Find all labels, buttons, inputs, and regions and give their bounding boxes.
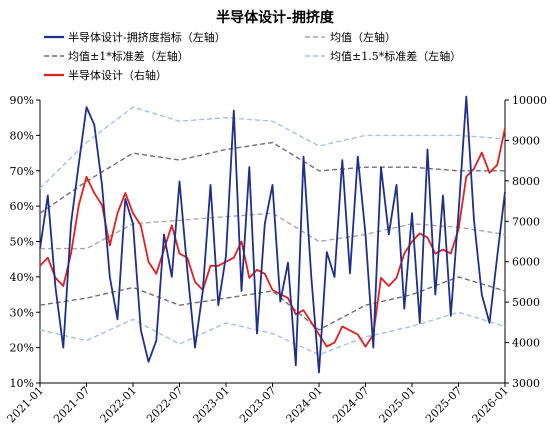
- y-left-tick-label: 10%: [10, 377, 34, 390]
- y-left-tick-label: 40%: [10, 271, 34, 284]
- y-left-ticks: 10% 20% 30% 40% 50% 60% 70% 80% 90%: [10, 94, 40, 390]
- series-std1-upper-line: [39, 141, 505, 214]
- y-left-tick-label: 20%: [10, 342, 34, 355]
- legend-item-mean: 均值（左轴）: [305, 30, 396, 44]
- x-tick-label: 2025-01: [377, 384, 419, 426]
- y-right-tick-label: 4000: [512, 337, 540, 350]
- series-std1-lower-line: [39, 276, 506, 331]
- y-left-tick-label: 90%: [10, 94, 34, 107]
- legend-label-std1: 均值±1*标准差（左轴）: [68, 49, 189, 63]
- x-tick-label: 2022-01: [98, 384, 140, 426]
- x-tick-label: 2024-07: [330, 384, 372, 426]
- y-right-tick-label: 7000: [512, 215, 540, 228]
- x-tick-label: 2021-01: [5, 384, 47, 426]
- series-price-line: [39, 128, 506, 348]
- series-std15-upper-line: [39, 106, 506, 189]
- legend-label-index: 半导体设计-拥挤度指标（左轴）: [68, 30, 226, 44]
- y-left-tick-label: 80%: [10, 129, 34, 142]
- legend-item-index: 半导体设计-拥挤度指标（左轴）: [44, 30, 226, 44]
- y-left-tick-label: 70%: [10, 165, 34, 178]
- y-right-tick-label: 9000: [512, 134, 540, 147]
- legend: 半导体设计-拥挤度指标（左轴） 均值（左轴） 均值±1*标准差（左轴） 均值±1…: [44, 30, 461, 82]
- y-right-tick-label: 10000: [512, 94, 547, 107]
- legend-item-std15: 均值±1.5*标准差（左轴）: [305, 49, 461, 63]
- x-tick-label: 2025-07: [423, 384, 465, 426]
- y-right-ticks: 3000 4000 5000 6000 7000 8000 9000 10000: [505, 94, 547, 390]
- chart-title: 半导体设计-拥挤度: [216, 9, 335, 26]
- legend-label-mean: 均值（左轴）: [330, 30, 396, 44]
- x-tick-label: 2026-01: [470, 384, 512, 426]
- x-tick-label: 2024-01: [284, 384, 326, 426]
- y-right-tick-label: 3000: [512, 377, 540, 390]
- x-ticks: 2021-01 2021-07 2022-01 2022-07 2023-01 2023-…: [5, 383, 512, 426]
- y-left-tick-label: 50%: [10, 236, 34, 249]
- y-right-tick-label: 6000: [512, 256, 540, 269]
- legend-label-std15: 均值±1.5*标准差（左轴）: [330, 49, 461, 63]
- series-index-line: [39, 95, 506, 374]
- series-layer: [39, 95, 506, 374]
- x-tick-label: 2023-07: [237, 384, 279, 426]
- y-left-tick-label: 60%: [10, 200, 34, 213]
- y-right-tick-label: 8000: [512, 175, 540, 188]
- y-right-tick-label: 5000: [512, 296, 540, 309]
- x-tick-label: 2023-01: [191, 384, 233, 426]
- x-tick-label: 2021-07: [51, 384, 93, 426]
- legend-item-std1: 均值±1*标准差（左轴）: [44, 49, 189, 63]
- legend-label-price: 半导体设计（右轴）: [68, 68, 167, 82]
- y-left-tick-label: 30%: [10, 306, 34, 319]
- series-mean-line: [40, 212, 506, 250]
- x-tick-label: 2022-07: [144, 384, 186, 426]
- legend-item-price: 半导体设计（右轴）: [44, 68, 167, 82]
- series-std15-lower-line: [39, 311, 506, 356]
